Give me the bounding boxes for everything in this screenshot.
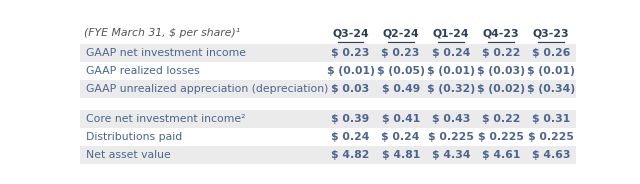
Text: $ 0.22: $ 0.22	[482, 48, 520, 58]
Bar	[80, 146, 576, 164]
Text: GAAP realized losses: GAAP realized losses	[86, 66, 200, 76]
Text: $ 0.22: $ 0.22	[482, 114, 520, 124]
Bar	[80, 62, 576, 80]
Text: $ (0.32): $ (0.32)	[427, 84, 475, 94]
Text: $ 0.24: $ 0.24	[431, 48, 470, 58]
Text: $ (0.03): $ (0.03)	[477, 66, 525, 76]
Text: Q1-24: Q1-24	[433, 28, 469, 38]
Text: $ 0.23: $ 0.23	[381, 48, 420, 58]
Text: Q3-24: Q3-24	[332, 28, 369, 38]
Text: $ (0.05): $ (0.05)	[377, 66, 424, 76]
Text: Q3-23: Q3-23	[532, 28, 569, 38]
Text: $ 0.225: $ 0.225	[478, 132, 524, 142]
Text: $ 0.31: $ 0.31	[532, 114, 570, 124]
Text: $ 4.34: $ 4.34	[431, 150, 470, 160]
Bar	[80, 110, 576, 128]
Text: $ 0.225: $ 0.225	[528, 132, 574, 142]
Text: $ (0.01): $ (0.01)	[527, 66, 575, 76]
Text: $ 0.43: $ 0.43	[431, 114, 470, 124]
Bar	[80, 22, 576, 44]
Text: $ 4.82: $ 4.82	[332, 150, 370, 160]
Text: $ 0.23: $ 0.23	[332, 48, 370, 58]
Bar	[80, 80, 576, 98]
Text: $ 0.24: $ 0.24	[332, 132, 370, 142]
Text: $ 0.225: $ 0.225	[428, 132, 474, 142]
Text: GAAP net investment income: GAAP net investment income	[86, 48, 246, 58]
Bar	[80, 98, 576, 110]
Text: $ (0.01): $ (0.01)	[326, 66, 374, 76]
Text: $ 0.49: $ 0.49	[381, 84, 420, 94]
Text: Net asset value: Net asset value	[86, 150, 171, 160]
Bar	[80, 44, 576, 62]
Text: $ 4.81: $ 4.81	[381, 150, 420, 160]
Text: $ (0.02): $ (0.02)	[477, 84, 525, 94]
Text: $ 0.24: $ 0.24	[381, 132, 420, 142]
Text: GAAP unrealized appreciation (depreciation): GAAP unrealized appreciation (depreciati…	[86, 84, 328, 94]
Text: Q2-24: Q2-24	[382, 28, 419, 38]
Text: $ 0.39: $ 0.39	[332, 114, 370, 124]
Text: $ (0.34): $ (0.34)	[527, 84, 575, 94]
Text: $ 0.26: $ 0.26	[532, 48, 570, 58]
Text: (FYE March 31, $ per share)¹: (FYE March 31, $ per share)¹	[84, 28, 240, 38]
Bar	[80, 128, 576, 146]
Text: Q4-23: Q4-23	[483, 28, 519, 38]
Text: $ 0.41: $ 0.41	[381, 114, 420, 124]
Text: $ 0.03: $ 0.03	[332, 84, 370, 94]
Text: Core net investment income²: Core net investment income²	[86, 114, 246, 124]
Text: Distributions paid: Distributions paid	[86, 132, 182, 142]
Text: $ 4.61: $ 4.61	[482, 150, 520, 160]
Text: $ 4.63: $ 4.63	[532, 150, 570, 160]
Text: $ (0.01): $ (0.01)	[427, 66, 475, 76]
